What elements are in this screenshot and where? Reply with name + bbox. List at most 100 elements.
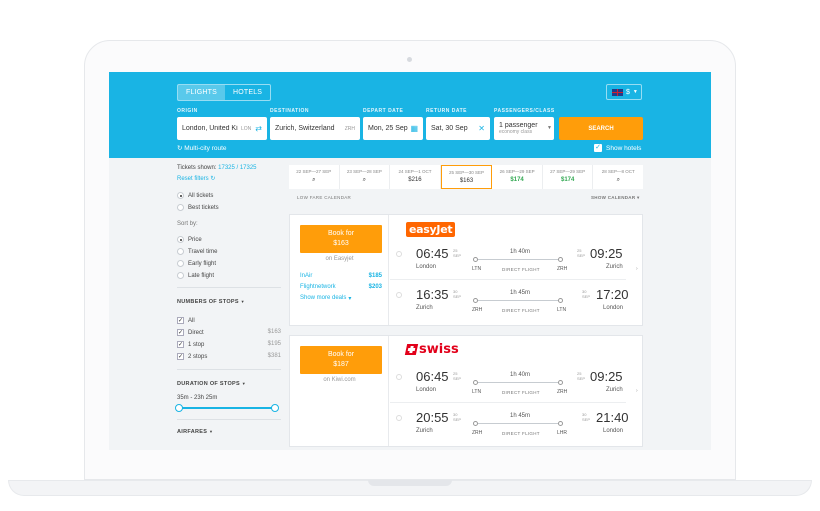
stops-direct[interactable]: ✓ Direct $163 (177, 329, 281, 336)
route-dot (558, 421, 563, 426)
arrival-airport: ZRH (557, 266, 568, 272)
depart-date-label: DEPART DATE (363, 108, 404, 114)
sort-price[interactable]: Price (177, 236, 202, 243)
sort-early-flight[interactable]: Early flight (177, 260, 216, 267)
booking-source: on Easyjet (325, 256, 354, 262)
duration-slider[interactable] (175, 404, 279, 412)
return-date-label: RETURN DATE (426, 108, 467, 114)
tab-flights[interactable]: FLIGHTS (178, 85, 225, 100)
calendar-cell[interactable]: 26 SEP—29 SEP $174 (492, 165, 543, 189)
sort-option-label: Early flight (188, 261, 217, 268)
radio-icon[interactable] (177, 204, 184, 211)
destination-label: DESTINATION (270, 108, 310, 114)
checkbox-checked-icon[interactable]: ✓ (177, 329, 184, 336)
arrival-time: 17:20 (596, 287, 629, 302)
checkbox-checked-icon[interactable]: ✓ (177, 341, 184, 348)
airfares-filter-header[interactable]: AIRFARES ▼ (177, 429, 213, 435)
search-icon: ⌕ (616, 177, 620, 183)
passengers-field[interactable]: 1 passenger economy class ▼ (494, 117, 554, 140)
show-calendar-link[interactable]: SHOW CALENDAR ▾ (591, 195, 640, 201)
reset-filters-link[interactable]: Reset filters ↻ (177, 175, 215, 182)
departure-city: Zurich (416, 428, 433, 434)
alt-offer[interactable]: InAir $185 (300, 273, 382, 279)
stops-label: All (188, 318, 195, 325)
alt-offer-name: InAir (300, 273, 313, 279)
calendar-cell[interactable]: 28 SEP—8 OCT ⌕ (593, 165, 643, 189)
departure-time: 16:35 (416, 287, 449, 302)
tickets-shown-label: Tickets shown: (177, 165, 217, 171)
calendar-dates: 28 SEP—8 OCT (601, 169, 635, 174)
duration-filter-header[interactable]: DURATION OF STOPS ▼ (177, 381, 246, 387)
destination-field[interactable]: Zurich, Switzerland ZRH (270, 117, 360, 140)
radio-selected-icon[interactable] (177, 236, 184, 243)
calendar-cell-selected[interactable]: 25 SEP—30 SEP $163 (440, 165, 493, 189)
arrival-city: London (603, 305, 624, 311)
expand-arrow-icon[interactable]: › (636, 388, 638, 394)
airfares-title: AIRFARES (177, 429, 208, 435)
swiss-logo: swiss (404, 342, 459, 357)
ticket-type-label: All tickets (188, 193, 214, 200)
slider-max-handle[interactable] (271, 404, 279, 412)
origin-field[interactable]: London, United Ki LON ⇄ (177, 117, 267, 140)
stops-title: NUMBERS OF STOPS (177, 299, 239, 305)
checkbox-checked-icon[interactable]: ✓ (177, 317, 184, 324)
book-button[interactable]: Book for $187 (300, 346, 382, 374)
radio-icon[interactable] (177, 260, 184, 267)
tab-hotels[interactable]: HOTELS (232, 89, 263, 96)
tickets-shown-value: 17325 / 17325 (218, 165, 257, 171)
segment-select[interactable] (396, 292, 402, 298)
show-hotels-toggle[interactable]: ✓ Show hotels (594, 144, 641, 152)
stops-price: $381 (267, 353, 281, 359)
segment-select[interactable] (396, 374, 402, 380)
arrival-city: London (603, 428, 624, 434)
depart-date-value: Mon, 25 Sep (368, 125, 408, 132)
return-date-value: Sat, 30 Sep (431, 125, 468, 132)
arrival-date: 25 SEP (577, 248, 586, 258)
book-button[interactable]: Book for $163 (300, 225, 382, 253)
alt-offer[interactable]: Flightnetwork $203 (300, 284, 382, 290)
calendar-dates: 25 SEP—30 SEP (449, 170, 485, 175)
checkbox-checked-icon[interactable]: ✓ (594, 144, 602, 152)
route-dot (473, 421, 478, 426)
swap-icon[interactable]: ⇄ (255, 124, 262, 133)
stops-one[interactable]: ✓ 1 stop $195 (177, 341, 281, 348)
language-currency-selector[interactable]: $ ▼ (606, 84, 642, 100)
segment-select[interactable] (396, 415, 402, 421)
arrival-city: Zurich (606, 264, 623, 270)
radio-selected-icon[interactable] (177, 192, 184, 199)
route-dot (558, 257, 563, 262)
book-label: Book for (327, 230, 355, 237)
clear-icon[interactable]: ✕ (478, 124, 485, 133)
sort-option-label: Travel time (188, 249, 218, 256)
ticket-type-best[interactable]: Best tickets (177, 204, 219, 211)
stops-all[interactable]: ✓ All (177, 317, 281, 324)
show-more-deals-link[interactable]: Show more deals ▾ (300, 295, 382, 302)
calendar-cell[interactable]: 24 SEP—1 OCT $216 (390, 165, 441, 189)
sort-late-flight[interactable]: Late flight (177, 272, 214, 279)
calendar-cell[interactable]: 22 SEP—27 SEP ⌕ (289, 165, 340, 189)
sort-travel-time[interactable]: Travel time (177, 248, 217, 255)
calendar-cell[interactable]: 23 SEP—28 SEP ⌕ (340, 165, 391, 189)
multi-city-link[interactable]: ↻ Multi-city route (177, 144, 227, 152)
departure-date: 25 SEP (453, 248, 462, 258)
search-header: FLIGHTS HOTELS $ ▼ ORIGIN DESTINATION DE… (109, 72, 711, 158)
slider-min-handle[interactable] (175, 404, 183, 412)
departure-time: 06:45 (416, 369, 449, 384)
chevron-down-icon: ▼ (240, 299, 245, 304)
depart-date-field[interactable]: Mon, 25 Sep ▦ (363, 117, 423, 140)
expand-arrow-icon[interactable]: › (636, 266, 638, 272)
stops-two[interactable]: ✓ 2 stops $381 (177, 353, 281, 360)
calendar-cell[interactable]: 27 SEP—29 SEP $174 (543, 165, 594, 189)
easyjet-logo: easyJet (406, 222, 456, 237)
segment-select[interactable] (396, 251, 402, 257)
return-date-field[interactable]: Sat, 30 Sep ✕ (426, 117, 490, 140)
ticket-type-all[interactable]: All tickets (177, 192, 213, 199)
chevron-down-icon: ▼ (632, 89, 638, 95)
radio-icon[interactable] (177, 272, 184, 279)
direct-flight-label: DIRECT FLIGHT (502, 431, 540, 436)
checkbox-checked-icon[interactable]: ✓ (177, 353, 184, 360)
search-button[interactable]: SEARCH (559, 117, 643, 140)
radio-icon[interactable] (177, 248, 184, 255)
destination-value: Zurich, Switzerland (275, 125, 335, 132)
stops-filter-header[interactable]: NUMBERS OF STOPS ▼ (177, 299, 245, 305)
